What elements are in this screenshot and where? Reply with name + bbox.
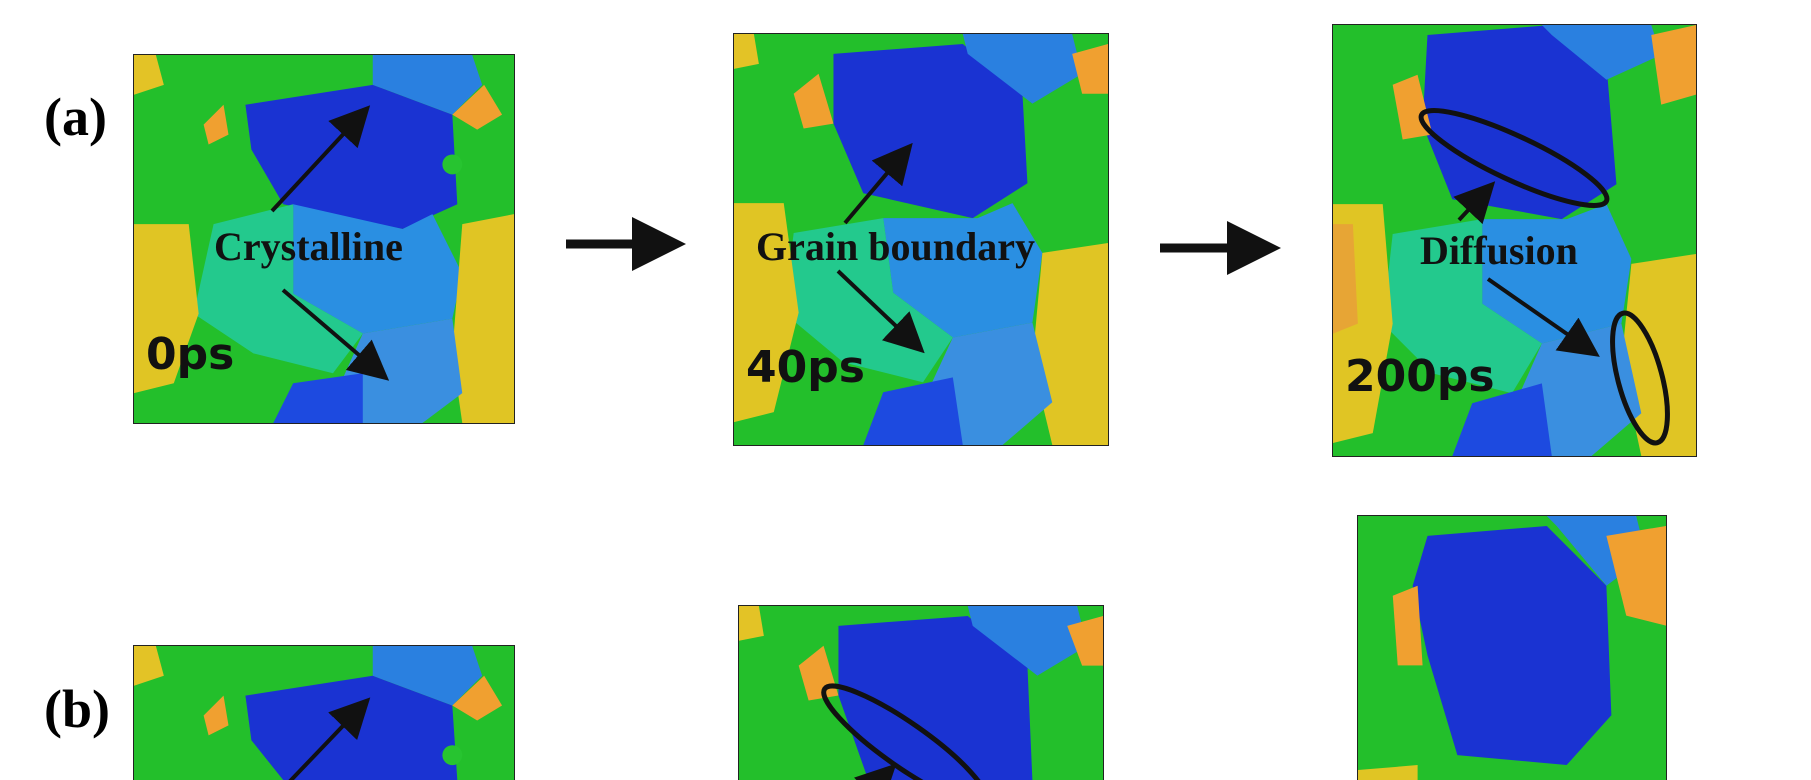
panel-label-a: (a) (44, 87, 107, 147)
simulation-frame-40ps: 40ps (733, 33, 1109, 446)
annotation-crystalline: Crystalline (214, 224, 403, 269)
panel-label-b: (b) (44, 679, 110, 739)
time-label: 200ps (1345, 351, 1495, 402)
simulation-frame-b1 (133, 645, 515, 780)
simulation-frame-b2 (738, 605, 1104, 780)
time-label: 0ps (146, 329, 235, 380)
annotation-grain-boundary: Grain boundary (756, 224, 1035, 269)
time-label: 40ps (746, 342, 865, 393)
simulation-frame-b3 (1357, 515, 1667, 780)
annotation-diffusion: Diffusion (1420, 228, 1578, 273)
